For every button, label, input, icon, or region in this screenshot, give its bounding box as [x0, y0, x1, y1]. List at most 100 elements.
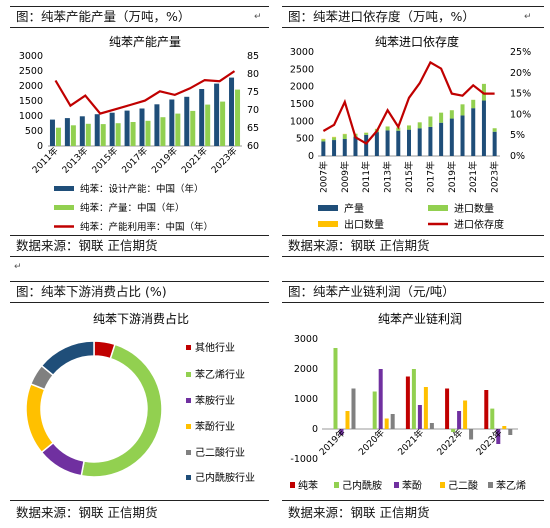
x-tick-label: 2022年 — [434, 427, 465, 458]
legend-label: 苯酚行业 — [195, 420, 235, 433]
x-tick-label: 2019年 — [317, 427, 348, 458]
x-tick-label: 2015年 — [403, 161, 415, 193]
bar-production — [332, 140, 337, 156]
bar-import — [321, 139, 326, 142]
legend-label: 苯乙烯行业 — [195, 368, 245, 381]
panel2-source: 数据来源：钢联 正信期货 — [288, 238, 430, 253]
bar-output — [145, 120, 151, 146]
y2-tick-label: 25% — [510, 47, 531, 58]
y2-tick-label: 75 — [247, 87, 259, 98]
legend-label: 其他行业 — [195, 341, 235, 354]
bar-production — [407, 129, 411, 156]
bar-output — [130, 122, 136, 146]
bar-output — [220, 101, 226, 146]
panel3-header: 图：纯苯下游消费占比 (%) — [16, 284, 167, 299]
bar-capacity — [184, 96, 190, 146]
bar-import — [439, 112, 444, 123]
y2-tick-label: 5% — [510, 130, 525, 141]
paragraph-mark: ↵ — [524, 12, 532, 22]
bar-profit — [508, 429, 513, 435]
panel3-top-rule — [10, 281, 269, 282]
legend-swatch — [54, 186, 74, 191]
bar-output — [175, 113, 181, 146]
legend-swatch — [440, 482, 445, 488]
x-tick-label: 2021年 — [395, 427, 426, 458]
y-tick-label: 2500 — [290, 64, 314, 75]
y-tick-label: 2500 — [19, 66, 43, 77]
panel2-bottom-rule — [282, 256, 544, 257]
x-tick-label: 2007年 — [317, 161, 329, 193]
donut-slice — [25, 382, 55, 454]
bar-capacity — [109, 112, 115, 146]
x-tick-label: 2013年 — [382, 161, 394, 193]
bar-production — [342, 139, 347, 156]
legend-label: 苯酚 — [402, 479, 422, 492]
y-tick-label: 0 — [37, 141, 43, 152]
x-tick-label: 2015年 — [89, 145, 120, 176]
panel1-top-rule — [10, 6, 269, 7]
legend-swatch — [54, 205, 74, 210]
legend-label: 己二酸行业 — [195, 446, 245, 459]
bar-production — [439, 122, 444, 156]
bar-import — [449, 110, 454, 119]
legend-label: 己内酰胺行业 — [195, 471, 255, 484]
legend-label: 进口依存度 — [454, 218, 504, 231]
chart-capacity-output: 纯苯产能产量 0 500 1000 1500 2000 2500 3000 60 65 70 75 80… — [19, 35, 259, 233]
y-tick-label: -1000 — [290, 454, 318, 465]
y2-tick-label: 0% — [510, 151, 525, 162]
legend-swatch — [186, 372, 191, 377]
y2-tick-label: 60 — [247, 141, 259, 152]
panel2-header-rule — [282, 27, 544, 28]
legend-label: 纯苯 — [298, 479, 318, 492]
bar-profit — [417, 405, 422, 429]
bar-capacity — [229, 77, 235, 146]
chart-title: 纯苯产业链利润 — [378, 311, 462, 326]
panel1-bottom-rule — [10, 256, 269, 257]
bar-profit — [451, 429, 456, 432]
panel4-header-rule — [282, 302, 544, 303]
bar-profit — [333, 348, 338, 429]
line-utilization — [54, 70, 236, 115]
bar-capacity — [154, 104, 160, 146]
bar-capacity — [49, 119, 55, 146]
bar-production — [385, 130, 390, 156]
legend-swatch — [334, 482, 339, 488]
bar-output — [115, 123, 121, 146]
bar-profit — [405, 376, 410, 429]
bar-profit — [445, 388, 450, 429]
bar-profit — [463, 400, 468, 429]
y2-tick-label: 15% — [510, 89, 531, 100]
panel1-source-rule — [10, 235, 269, 236]
bar-output — [100, 124, 106, 146]
bar-profit — [351, 388, 356, 429]
x-tick-label: 2021年 — [179, 145, 210, 176]
bar-import — [385, 126, 390, 131]
legend-label: 苯胺行业 — [195, 394, 235, 407]
chart-title: 纯苯产能产量 — [109, 35, 181, 49]
bar-profit — [469, 429, 474, 440]
bar-output — [160, 117, 166, 146]
bar-production — [396, 130, 401, 156]
bar-import — [364, 132, 369, 135]
bar-profit — [390, 414, 395, 429]
bar-output — [70, 125, 76, 146]
bar-import — [471, 99, 476, 109]
x-tick-label: 2023年 — [209, 145, 240, 176]
y2-tick-label: 70 — [247, 105, 259, 116]
bar-import — [460, 104, 465, 116]
y-tick-label: 1500 — [19, 96, 43, 107]
bar-capacity — [94, 114, 100, 146]
legend-swatch — [318, 221, 338, 227]
bar-production — [492, 131, 497, 156]
bar-import — [407, 125, 411, 130]
bar-capacity — [169, 99, 175, 146]
panel4-source: 数据来源：钢联 正信期货 — [288, 505, 430, 520]
x-tick-label: 2020年 — [356, 427, 387, 458]
chart-import-dependency: 纯苯进口依存度 0 500 1000 1500 2000 2500 3000 0% 5% 10% 15… — [290, 34, 531, 231]
y-tick-label: 2000 — [290, 82, 314, 93]
y-tick-label: 1000 — [294, 394, 318, 405]
legend-swatch — [290, 482, 295, 488]
bar-production — [321, 141, 326, 156]
legend-swatch — [394, 482, 399, 488]
